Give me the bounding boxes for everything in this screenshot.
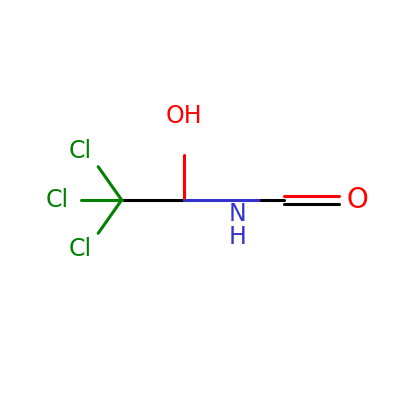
Text: H: H	[228, 225, 246, 249]
Text: Cl: Cl	[69, 139, 92, 163]
Text: OH: OH	[166, 104, 203, 128]
Text: N: N	[228, 202, 246, 226]
Text: Cl: Cl	[46, 188, 69, 212]
Text: O: O	[347, 186, 369, 214]
Text: Cl: Cl	[69, 237, 92, 261]
